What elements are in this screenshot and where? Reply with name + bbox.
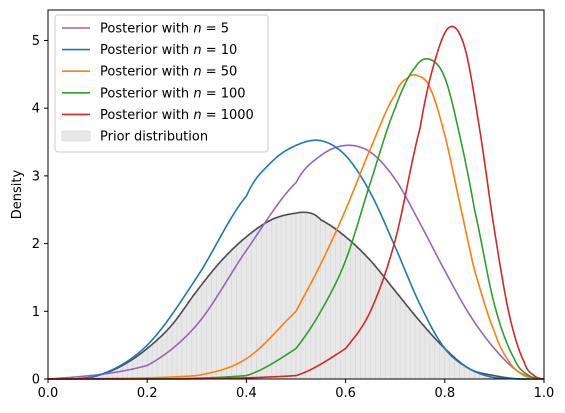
y-tick-label: 2 xyxy=(32,237,40,252)
prior-histogram-bar xyxy=(429,335,436,380)
x-axis: 0.0 0.2 0.4 0.6 0.8 1.0 xyxy=(38,379,555,401)
prior-histogram-bar xyxy=(261,223,267,380)
series-line xyxy=(47,139,545,380)
y-tick-label: 3 xyxy=(32,169,40,184)
prior-histogram-bar xyxy=(399,300,406,380)
prior-histogram-bar xyxy=(256,227,262,380)
prior-histogram-bar xyxy=(295,212,302,380)
prior-histogram-bar xyxy=(444,350,450,380)
y-tick-label: 4 xyxy=(32,102,40,117)
plot-frame xyxy=(47,9,545,380)
x-tick-label: 0.8 xyxy=(434,386,455,401)
prior-histogram-bar xyxy=(211,268,217,380)
prior-histogram-bar xyxy=(280,215,287,380)
prior-histogram-bar xyxy=(191,294,197,380)
prior-histogram-bar xyxy=(360,252,366,380)
prior-histogram-bar xyxy=(201,281,207,380)
series-line xyxy=(47,144,545,380)
prior-histogram-bar xyxy=(216,263,222,380)
prior-histogram-bar xyxy=(181,308,188,380)
x-tick-label: 1.0 xyxy=(534,386,555,401)
prior-histogram-bar xyxy=(221,257,227,380)
prior-histogram-bar xyxy=(315,217,321,380)
legend-label: Prior distribution xyxy=(100,130,208,145)
x-tick-label: 0.2 xyxy=(137,386,158,401)
legend-box xyxy=(54,14,269,153)
prior-histogram-bar xyxy=(251,230,257,380)
prior-histogram-bar xyxy=(305,212,312,380)
legend-label: Posterior with n = 50 xyxy=(100,65,237,80)
prior-histogram-bar xyxy=(186,301,193,380)
prior-histogram-bar xyxy=(404,306,411,380)
prior-histogram-bar xyxy=(355,247,361,380)
prior-histogram-bar xyxy=(206,274,212,380)
x-tick-label: 0.0 xyxy=(38,386,59,401)
prior-histogram-bar xyxy=(142,350,148,380)
prior-histogram-bar xyxy=(434,340,441,380)
prior-histogram-bar xyxy=(241,238,247,380)
legend-patch-swatch xyxy=(61,130,91,142)
x-tick-label: 0.4 xyxy=(236,386,257,401)
legend-label: Posterior with n = 1000 xyxy=(100,108,254,123)
prior-histogram-bar xyxy=(196,287,202,380)
prior-histogram-bar xyxy=(340,234,346,380)
prior-histogram-bar xyxy=(414,318,421,380)
y-tick-label: 5 xyxy=(32,34,40,49)
prior-histogram-bar xyxy=(176,315,183,380)
prior-histogram-bar xyxy=(370,263,376,380)
prior-histogram-bar xyxy=(290,213,297,380)
prior-histogram-bar xyxy=(424,329,431,380)
legend: Posterior with n = 5 Posterior with n = 1… xyxy=(54,14,269,153)
prior-histogram-bar xyxy=(375,268,381,380)
prior-histogram-bar xyxy=(350,243,356,380)
prior-histogram-bar xyxy=(409,312,416,380)
legend-label: Posterior with n = 100 xyxy=(100,86,246,101)
prior-histogram-bar xyxy=(380,275,386,380)
prior-histogram-bar xyxy=(271,218,277,380)
prior-histogram-bar xyxy=(171,321,178,380)
y-axis: 0 1 2 3 4 5 xyxy=(32,34,48,388)
prior-histogram-bar xyxy=(395,293,401,380)
prior-histogram-bar xyxy=(439,345,445,380)
prior-histogram-bar xyxy=(266,220,272,380)
y-tick-label: 0 xyxy=(32,373,40,388)
y-tick-label: 1 xyxy=(32,305,40,320)
prior-histogram-bar xyxy=(226,252,232,380)
prior-histogram-bar xyxy=(117,366,123,380)
prior-histogram xyxy=(82,212,510,380)
prior-histogram-bar xyxy=(335,230,341,380)
legend-label: Posterior with n = 10 xyxy=(100,43,237,58)
prior-histogram-bar xyxy=(419,324,426,380)
prior-histogram-bar xyxy=(390,287,396,380)
prior-histogram-bar xyxy=(320,220,326,380)
x-tick-label: 0.6 xyxy=(335,386,356,401)
prior-histogram-bar xyxy=(166,327,173,380)
y-axis-label: Density xyxy=(10,169,25,219)
prior-histogram-bar xyxy=(275,216,282,380)
prior-histogram-bar xyxy=(310,213,317,380)
prior-histogram-bar xyxy=(385,281,391,380)
legend-label: Posterior with n = 5 xyxy=(100,22,229,37)
